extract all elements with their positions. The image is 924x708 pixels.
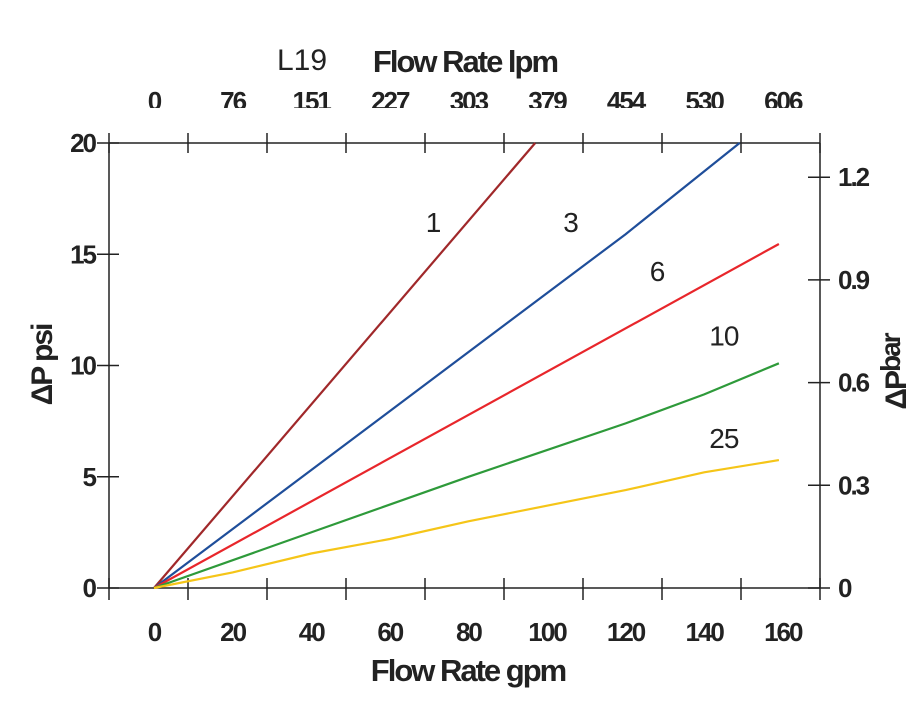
x-tick-label: 140 xyxy=(686,617,725,647)
x-tick-label: 0 xyxy=(148,617,162,647)
chart-title-prefix: L19 xyxy=(277,44,327,77)
y-right-tick-label: 0 xyxy=(838,573,852,603)
y-right-tick-label: 0.6 xyxy=(838,368,870,398)
top-tick-label: 151 xyxy=(293,86,332,116)
series-line-6 xyxy=(153,243,780,589)
top-tick-label: 76 xyxy=(220,86,246,116)
x-tick-label: 60 xyxy=(377,617,403,647)
y-right-tick-label: 1.2 xyxy=(838,162,870,192)
y-tick-label: 10 xyxy=(70,351,96,381)
series-line-3 xyxy=(153,142,741,589)
y-right-tick-label: 0.9 xyxy=(838,265,870,295)
y-right-label-main: ΔP xyxy=(880,371,913,410)
x-tick-label: 160 xyxy=(764,617,803,647)
x-tick-label: 100 xyxy=(528,617,567,647)
top-tick-label: 606 xyxy=(764,86,803,116)
y-tick-label: 15 xyxy=(70,239,96,269)
series-line-25 xyxy=(153,459,780,590)
series-line-1 xyxy=(153,142,537,589)
series-label-1: 1 xyxy=(426,207,441,238)
y-tick-label: 5 xyxy=(83,462,97,492)
series-label-6: 6 xyxy=(650,256,665,287)
series-label-3: 3 xyxy=(563,207,578,238)
chart-title: Flow Rate lpm xyxy=(373,44,558,79)
y-right-axis-label: ΔPbar xyxy=(875,332,913,409)
y-tick-label: 20 xyxy=(70,128,96,158)
series-labels: 1 3 6 10 25 xyxy=(426,207,740,454)
x-axis-label: Flow Rate gpm xyxy=(371,653,566,688)
top-tick-label: 0 xyxy=(148,86,162,116)
series-label-10: 10 xyxy=(709,320,739,351)
y-tick-label: 0 xyxy=(83,573,97,603)
x-tick-label: 20 xyxy=(220,617,246,647)
series-label-25: 25 xyxy=(709,423,739,454)
x-tick-label: 80 xyxy=(456,617,482,647)
y-right-tick-label: 0.3 xyxy=(838,470,870,500)
series-line-10 xyxy=(153,362,780,590)
y-axis-label: ΔP psi xyxy=(26,324,59,405)
top-tick-label: 303 xyxy=(450,86,489,116)
x-tick-label: 40 xyxy=(299,617,325,647)
top-tick-label: 454 xyxy=(607,86,647,116)
series-lines xyxy=(153,142,780,590)
y-right-label-sub: bar xyxy=(875,332,906,372)
x-tick-label: 120 xyxy=(607,617,646,647)
top-tick-label: 379 xyxy=(528,86,567,116)
top-tick-label: 227 xyxy=(371,86,410,116)
top-tick-label: 530 xyxy=(686,86,725,116)
